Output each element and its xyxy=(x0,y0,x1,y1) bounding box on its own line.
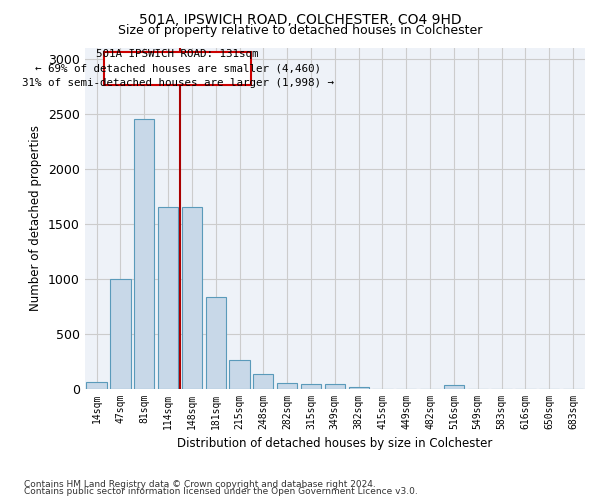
Text: 501A, IPSWICH ROAD, COLCHESTER, CO4 9HD: 501A, IPSWICH ROAD, COLCHESTER, CO4 9HD xyxy=(139,12,461,26)
Bar xyxy=(277,382,297,388)
Bar xyxy=(206,297,226,388)
Bar xyxy=(158,207,178,388)
Text: Contains HM Land Registry data © Crown copyright and database right 2024.: Contains HM Land Registry data © Crown c… xyxy=(24,480,376,489)
Bar xyxy=(325,384,345,388)
FancyBboxPatch shape xyxy=(104,52,251,85)
Bar xyxy=(301,384,321,388)
Bar xyxy=(229,360,250,388)
Bar xyxy=(110,278,131,388)
Bar xyxy=(253,374,274,388)
Bar xyxy=(182,207,202,388)
Bar xyxy=(86,382,107,388)
Text: 501A IPSWICH ROAD: 131sqm
← 69% of detached houses are smaller (4,460)
31% of se: 501A IPSWICH ROAD: 131sqm ← 69% of detac… xyxy=(22,48,334,88)
Text: Contains public sector information licensed under the Open Government Licence v3: Contains public sector information licen… xyxy=(24,488,418,496)
Y-axis label: Number of detached properties: Number of detached properties xyxy=(29,125,43,311)
X-axis label: Distribution of detached houses by size in Colchester: Distribution of detached houses by size … xyxy=(177,437,493,450)
Text: Size of property relative to detached houses in Colchester: Size of property relative to detached ho… xyxy=(118,24,482,37)
Bar xyxy=(134,119,154,388)
Bar xyxy=(444,384,464,388)
